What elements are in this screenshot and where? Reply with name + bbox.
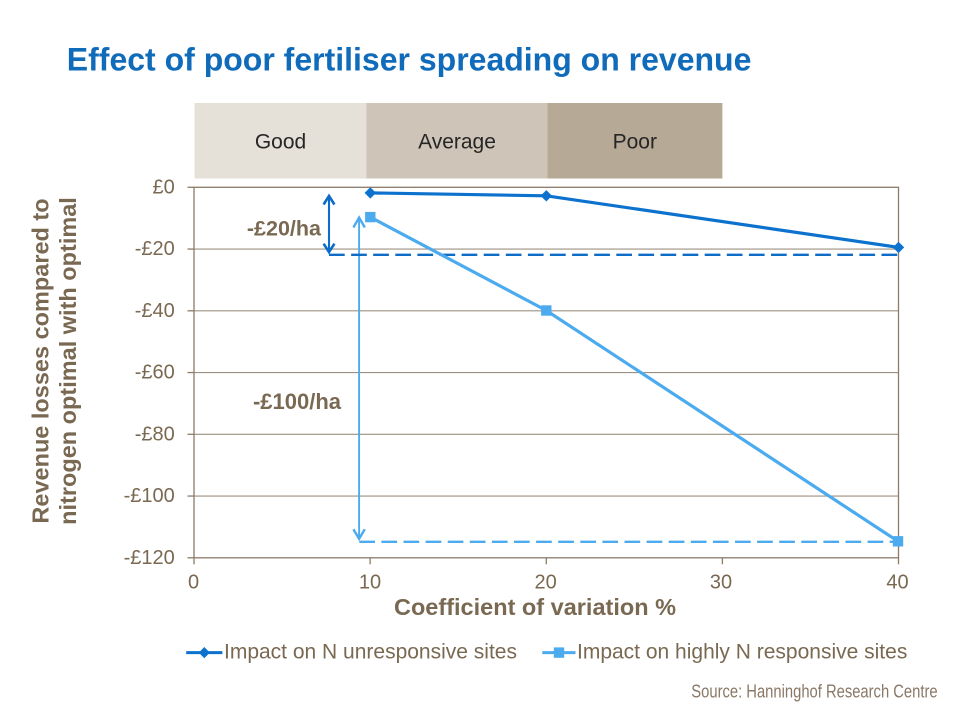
svg-text:Average: Average bbox=[418, 131, 496, 154]
svg-text:40: 40 bbox=[886, 572, 908, 594]
svg-text:-£20: -£20 bbox=[135, 238, 175, 260]
svg-text:0: 0 bbox=[188, 572, 199, 594]
svg-text:Poor: Poor bbox=[613, 131, 657, 154]
svg-text:Source: Hanninghof Research C: Source: Hanninghof Research Centre bbox=[691, 682, 937, 702]
svg-text:-£100/ha: -£100/ha bbox=[253, 389, 342, 414]
svg-text:30: 30 bbox=[710, 572, 732, 594]
svg-text:Impact on N unresponsive sites: Impact on N unresponsive sites bbox=[224, 641, 517, 664]
svg-text:Effect of poor fertiliser spre: Effect of poor fertiliser spreading on r… bbox=[67, 42, 752, 78]
svg-text:nitrogen optimal with optimal: nitrogen optimal with optimal bbox=[55, 197, 81, 525]
svg-text:Impact on highly N responsive: Impact on highly N responsive sites bbox=[577, 641, 907, 664]
svg-text:-£120: -£120 bbox=[124, 547, 175, 569]
svg-text:-£100: -£100 bbox=[124, 485, 175, 507]
svg-text:-£60: -£60 bbox=[135, 362, 175, 384]
svg-text:-£40: -£40 bbox=[135, 300, 175, 322]
svg-text:-£80: -£80 bbox=[135, 423, 175, 445]
svg-text:-£20/ha: -£20/ha bbox=[247, 217, 322, 241]
svg-text:Good: Good bbox=[255, 131, 306, 154]
svg-text:Coefficient of variation %: Coefficient of variation % bbox=[394, 594, 676, 620]
svg-text:10: 10 bbox=[359, 572, 381, 594]
svg-text:20: 20 bbox=[534, 572, 556, 594]
svg-text:Revenue losses compared to: Revenue losses compared to bbox=[28, 198, 54, 523]
svg-text:£0: £0 bbox=[153, 176, 175, 198]
